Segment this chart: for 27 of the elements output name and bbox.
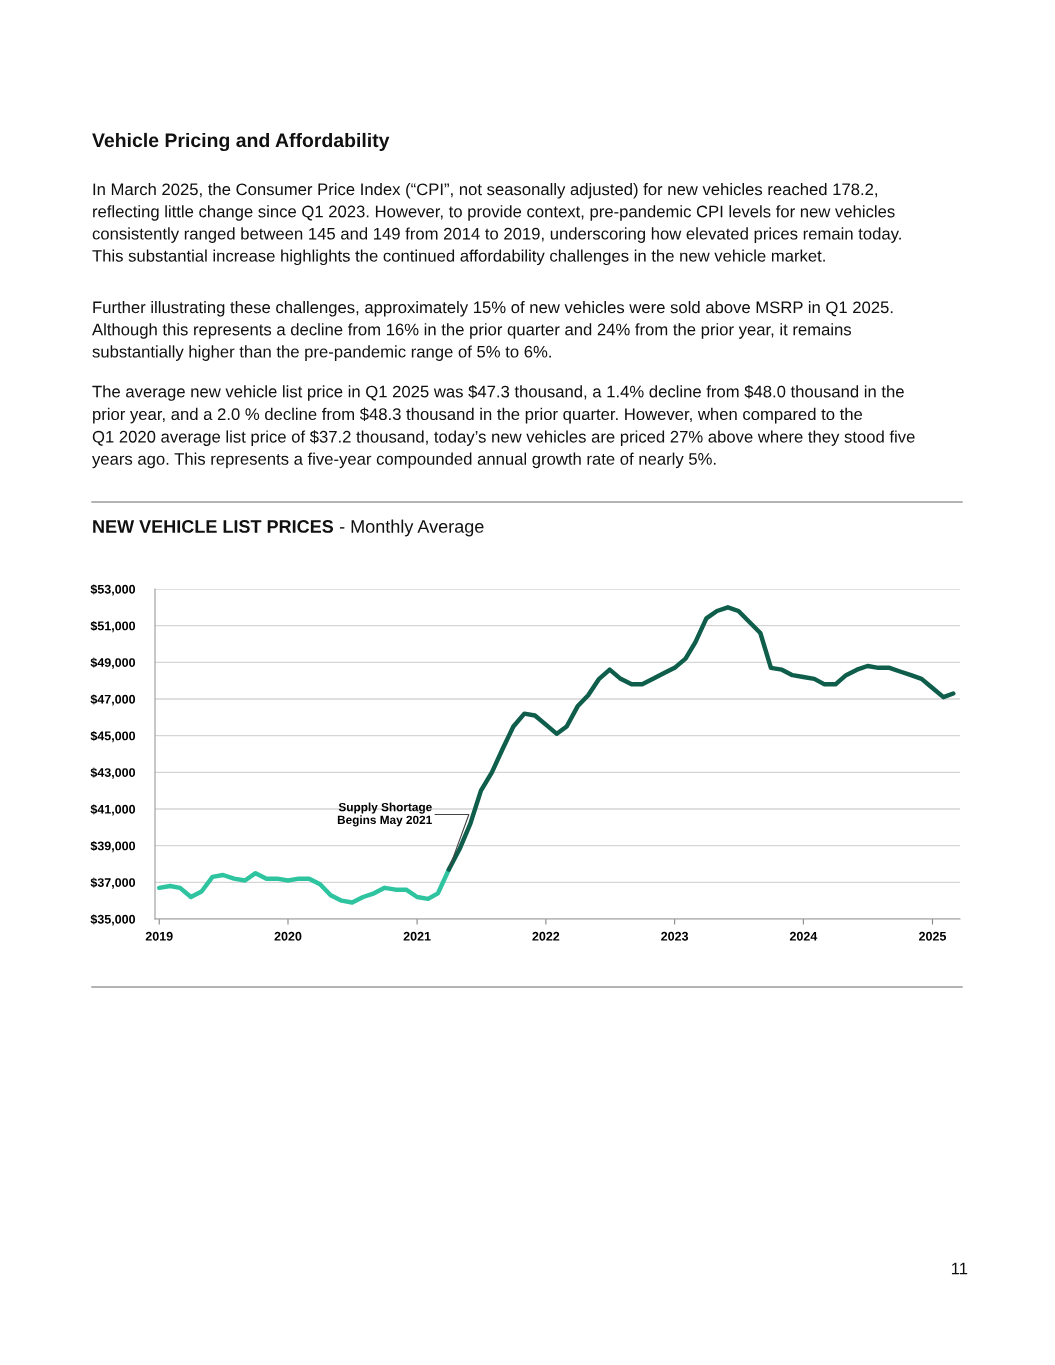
chart-subtitle: - Monthly Average bbox=[339, 519, 484, 537]
y-tick-label: $47,000 bbox=[90, 694, 136, 706]
x-tick-label: 2019 bbox=[145, 931, 173, 941]
y-tick-label: $53,000 bbox=[90, 584, 136, 596]
y-tick-label: $41,000 bbox=[90, 804, 136, 816]
y-tick-label: $37,000 bbox=[90, 877, 136, 889]
text: 11 bbox=[951, 1262, 968, 1275]
chart-title: NEW VEHICLE LIST PRICES bbox=[93, 520, 334, 533]
y-tick-label: $51,000 bbox=[90, 620, 136, 633]
y-tick-label: $39,000 bbox=[90, 840, 136, 853]
line-series bbox=[157, 867, 452, 905]
line-series bbox=[446, 605, 956, 872]
y-tick-label: $35,000 bbox=[90, 914, 136, 926]
y-tick-label: $45,000 bbox=[90, 730, 136, 743]
annotation: Supply Shortage Begins May 2021 bbox=[337, 802, 432, 827]
x-tick-label: 2021 bbox=[403, 931, 431, 941]
x-tick-label: 2020 bbox=[274, 931, 302, 941]
text: The average new vehicle list price in Q1 2025 was $47.3 thousand, a 1.4% decline from $48.0 thousand in the prior year, and a 2.0 % decline from $48.3 thousand in the prior quarter. However, when compared to the Q1 2020 average list price of $37.2 thousand, today’s new vehicles are priced 27% above where they stood five years ago. This represents a five-year compounded annual growth rate of nearly 5%. bbox=[92, 385, 915, 469]
x-tick-label: 2024 bbox=[789, 931, 818, 941]
y-tick-label: $43,000 bbox=[90, 767, 136, 779]
text: Further illustrating these challenges, approximately 15% of new vehicles were sold above MSRP in Q1 2025. Although this represents a decline from 16% in the prior quarter and 24% from the prior year, it remains substantially higher than the pre-pandemic range of 5% to 6%. bbox=[92, 301, 893, 361]
x-tick-label: 2022 bbox=[532, 931, 560, 941]
x-tick-label: 2025 bbox=[919, 931, 947, 941]
text: In March 2025, the Consumer Price Index (“CPI”, not seasonally adjusted) for new vehicles reached 178.2, reflecting little change since Q1 2023. However, to provide context, pre-pandemic CPI levels for new vehicles consistently ranged between 145 and 149 from 2014 to 2019, underscoring how elevated prices remain today. This substantial increase highlights the continued affordability challenges in the new vehicle market. bbox=[92, 183, 901, 266]
text: Vehicle Pricing and Affordability bbox=[92, 132, 390, 152]
y-tick-label: $49,000 bbox=[90, 657, 136, 669]
x-tick-label: 2023 bbox=[661, 931, 689, 941]
